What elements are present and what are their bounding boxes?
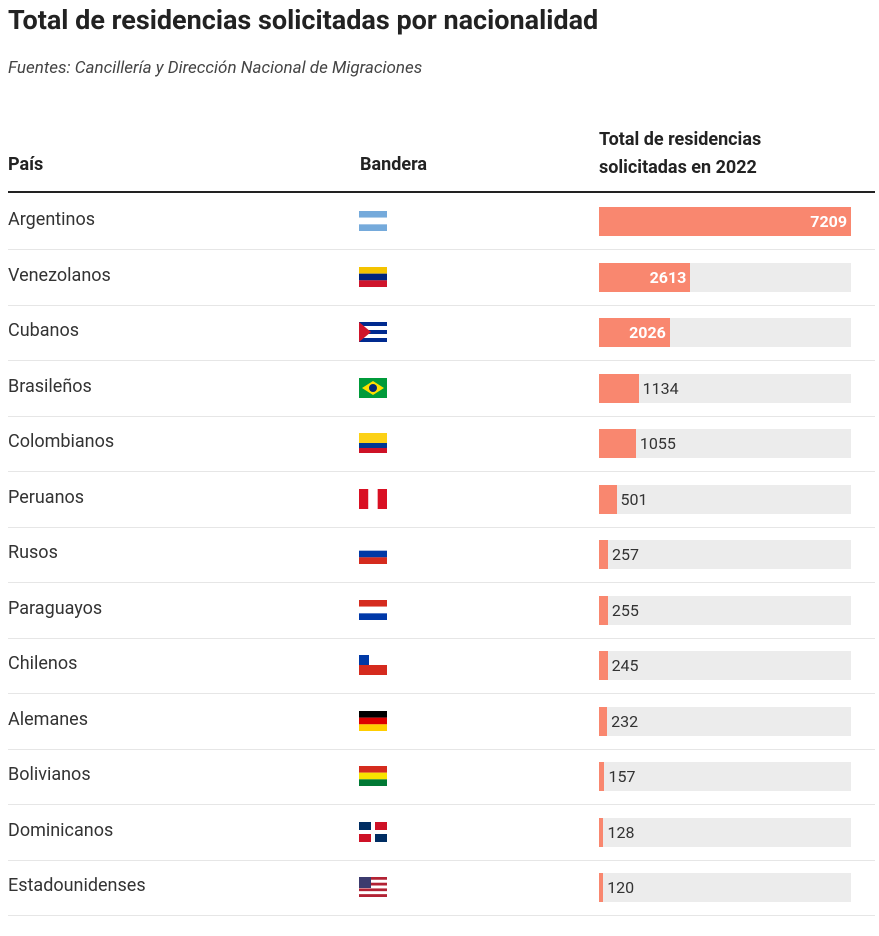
value-label: 232	[611, 711, 639, 731]
bar-track: 120	[599, 873, 851, 902]
bar-track: 2613	[599, 262, 851, 292]
row: Bolivianos 157	[8, 749, 875, 805]
country: Paraguayos	[8, 597, 103, 619]
bar	[599, 762, 605, 791]
value-label: 1055	[639, 434, 676, 453]
row: Chilenos 245	[8, 638, 875, 694]
value-label: 120	[607, 878, 635, 897]
flag	[359, 266, 387, 287]
bar-track: 255	[599, 595, 851, 625]
row: Alemanes 232	[8, 694, 875, 750]
header-value: Total de residencias solicitadas en 2022	[599, 129, 762, 178]
country: Brasileños	[8, 375, 92, 397]
bar	[599, 817, 604, 847]
value-label: 128	[607, 822, 635, 842]
row: Cubanos 2026	[8, 305, 875, 361]
flag	[359, 322, 387, 342]
flag	[359, 766, 387, 786]
row: Peruanos 501	[8, 472, 875, 528]
bar	[599, 429, 636, 458]
flag	[359, 211, 387, 231]
bar	[599, 540, 608, 569]
value-label: 2026	[629, 323, 666, 342]
country: Peruanos	[8, 486, 85, 508]
row: Venezolanos 2613	[8, 250, 875, 306]
subtitle: Fuentes: Cancillería y Dirección Naciona…	[8, 58, 423, 78]
value-label: 501	[620, 489, 648, 509]
value-label: 7209	[810, 212, 847, 231]
country: Chilenos	[8, 653, 78, 674]
header-country: País	[8, 154, 44, 175]
bar	[599, 651, 608, 680]
country: Venezolanos	[8, 264, 111, 286]
row: Dominicanos 128	[8, 805, 875, 861]
value-label: 157	[608, 767, 636, 786]
bar-track: 128	[599, 817, 851, 847]
header-flag: Bandera	[360, 154, 427, 175]
bar-track: 157	[599, 762, 851, 791]
bar-track: 232	[599, 706, 851, 736]
bar	[599, 484, 617, 514]
bar	[599, 373, 639, 403]
bar	[599, 706, 608, 736]
row: Paraguayos 255	[8, 583, 875, 639]
country: Estadounidenses	[8, 875, 146, 896]
country: Rusos	[8, 542, 58, 563]
flag	[359, 544, 387, 564]
country: Alemanes	[8, 708, 89, 730]
bar	[599, 318, 670, 347]
flag	[359, 655, 387, 675]
country: Argentinos	[8, 209, 96, 230]
bar-track: 7209	[599, 207, 851, 236]
country: Colombianos	[8, 431, 115, 452]
flag	[359, 433, 387, 453]
bar	[599, 873, 604, 902]
flag	[359, 821, 387, 842]
row: Estadounidenses 120	[8, 860, 875, 916]
bar-track: 1055	[599, 429, 851, 458]
header-rule	[8, 191, 875, 193]
flag	[359, 488, 387, 509]
bar-track: 501	[599, 484, 851, 514]
value-label: 2613	[649, 267, 687, 287]
bar-track: 257	[599, 540, 851, 569]
title: Total de residencias solicitadas por nac…	[8, 4, 599, 36]
row: Rusos 257	[8, 527, 875, 583]
value-label: 1134	[642, 378, 679, 398]
flag	[359, 877, 387, 897]
row: Brasileños 1134	[8, 361, 875, 417]
flag	[359, 599, 387, 620]
value-label: 257	[611, 545, 639, 564]
bar-track: 1134	[599, 373, 851, 403]
country: Cubanos	[8, 320, 80, 341]
bar-track: 245	[599, 651, 851, 680]
country: Bolivianos	[8, 764, 91, 785]
flag	[359, 377, 387, 398]
row: Colombianos 1055	[8, 416, 875, 472]
bar	[599, 207, 851, 236]
row: Argentinos 7209	[8, 194, 875, 250]
bar-track: 2026	[599, 318, 851, 347]
flag	[359, 710, 387, 731]
country: Dominicanos	[8, 819, 114, 841]
value-label: 245	[611, 656, 639, 675]
value-label: 255	[611, 600, 639, 620]
bar	[599, 262, 691, 292]
bar	[599, 595, 608, 625]
